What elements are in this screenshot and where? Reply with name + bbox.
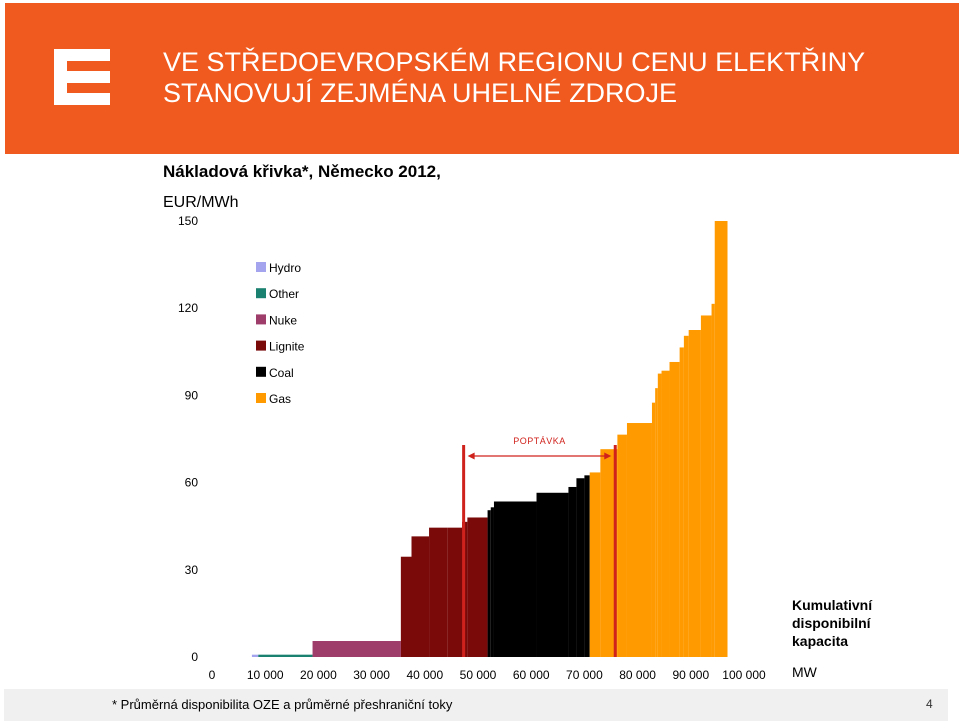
bar-gas (651, 402, 656, 657)
bar-lignite (447, 527, 463, 657)
legend-swatch-hydro (256, 262, 266, 272)
x-tick-label: 40 000 (406, 668, 443, 682)
x-axis-title-text: Kumulativní disponibilní kapacita (792, 597, 873, 649)
page-title: VE STŘEDOEVROPSKÉM REGIONU CENU ELEKTŘIN… (163, 47, 870, 112)
bar-gas (669, 361, 680, 657)
x-tick-label: 50 000 (460, 668, 497, 682)
bar-gas (661, 370, 670, 657)
x-tick-label: 30 000 (353, 668, 390, 682)
bar-lignite (429, 527, 448, 657)
legend-label-hydro: Hydro (269, 261, 301, 275)
x-tick-label: 10 000 (247, 668, 284, 682)
y-tick-label: 0 (191, 650, 198, 664)
bar-gas (683, 335, 689, 657)
y-tick-label: 150 (178, 214, 198, 228)
legend-label-other: Other (269, 287, 299, 301)
chart-subtitle: Nákladová křivka*, Německo 2012, (163, 162, 441, 181)
title-line-1: VE STŘEDOEVROPSKÉM REGIONU CENU ELEKTŘIN… (163, 47, 866, 77)
demand-arrowhead-right (604, 452, 612, 460)
bar-gas (688, 330, 701, 657)
y-tick-label: 90 (185, 388, 199, 402)
bar-gas (700, 315, 712, 657)
bar-gas (600, 449, 618, 657)
bar-gas (711, 303, 715, 657)
x-tick-label: 70 000 (566, 668, 603, 682)
legend-swatch-gas (256, 393, 266, 403)
legend-swatch-coal (256, 366, 266, 377)
demand-arrowhead-left (467, 452, 475, 460)
bar-coal (568, 486, 577, 657)
y-unit-label: EUR/MWh (163, 194, 239, 211)
y-tick-label: 60 (185, 476, 199, 490)
bar-coal (536, 492, 569, 657)
bar-gas (626, 423, 652, 657)
legend-label-nuke: Nuke (269, 313, 297, 327)
page-number: 4 (926, 697, 933, 711)
bar-gas (617, 434, 627, 657)
bar-gas (655, 388, 658, 657)
x-tick-label: 80 000 (619, 668, 656, 682)
bar-hydro (251, 654, 259, 657)
bar-gas (714, 221, 728, 657)
demand-label: POPTÁVKA (513, 436, 566, 446)
legend-swatch-other (256, 288, 266, 299)
cez-logo-icon (54, 49, 110, 105)
bar-lignite (411, 536, 430, 657)
bar-coal (576, 478, 585, 657)
bar-gas (589, 472, 601, 657)
footer-bar (4, 689, 948, 721)
legend-label-lignite: Lignite (269, 340, 305, 354)
x-tick-label: 90 000 (672, 668, 709, 682)
bar-nuke (312, 641, 401, 657)
legend-label-gas: Gas (269, 392, 291, 406)
bar-lignite (400, 556, 412, 657)
x-axis-title: Kumulativní disponibilní kapacita (792, 596, 892, 650)
x-tick-label: 20 000 (300, 668, 337, 682)
header-banner: VE STŘEDOEVROPSKÉM REGIONU CENU ELEKTŘIN… (5, 3, 959, 154)
bar-other (258, 654, 313, 657)
x-axis-unit: MW (792, 664, 817, 680)
legend-swatch-lignite (256, 340, 266, 351)
bar-coal (487, 510, 491, 657)
footnote: * Průměrná disponibilita OZE a průměrné … (112, 697, 453, 712)
bar-gas (657, 373, 662, 657)
x-tick-label: 60 000 (513, 668, 550, 682)
y-tick-label: 120 (178, 301, 198, 315)
x-tick-label: 100 000 (722, 668, 766, 682)
y-tick-label: 30 (185, 563, 199, 577)
title-line-2: STANOVUJÍ ZEJMÉNA UHELNÉ ZDROJE (163, 78, 678, 108)
bar-coal (584, 475, 590, 657)
legend-swatch-nuke (256, 314, 266, 325)
x-tick-label: 0 (209, 668, 216, 682)
bar-gas (679, 347, 684, 657)
bar-coal (493, 501, 537, 657)
bar-coal (490, 507, 494, 657)
legend-label-coal: Coal (269, 366, 294, 380)
bar-lignite (467, 517, 488, 657)
